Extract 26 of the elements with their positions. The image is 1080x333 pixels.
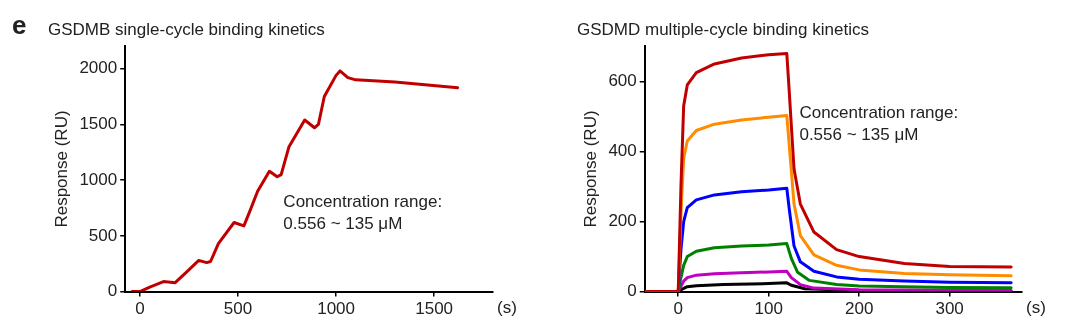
- y-tick-label: 400: [608, 141, 637, 161]
- annotation: Concentration range: 0.556 ~ 135 μM: [283, 191, 443, 233]
- y-tick-label: 200: [608, 211, 637, 231]
- x-tick-label: 100: [754, 299, 783, 319]
- y-axis-title: Response (RU): [51, 110, 71, 228]
- x-tick-label: 1500: [415, 299, 454, 319]
- x-axis-title: (s): [497, 297, 517, 317]
- y-tick-label: 1000: [79, 169, 118, 189]
- y-tick-label: 0: [627, 281, 637, 301]
- y-tick-label: 1500: [79, 114, 118, 134]
- annotation: Concentration range: 0.556 ~ 135 μM: [799, 103, 959, 145]
- text: e: [12, 10, 27, 41]
- x-tick-label: 300: [935, 299, 964, 319]
- x-tick-label: 500: [223, 299, 253, 319]
- x-tick-label: 1000: [317, 299, 355, 319]
- x-axis-title: (s): [1026, 297, 1046, 317]
- y-tick-label: 500: [88, 225, 118, 245]
- chart-title: GSDMD multiple-cycle binding kinetics: [577, 19, 869, 39]
- y-tick-label: 0: [107, 281, 118, 301]
- x-tick-label: 0: [135, 299, 145, 319]
- x-tick-label: 200: [844, 299, 874, 319]
- y-tick-label: 600: [608, 71, 637, 91]
- y-axis-title: Response (RU): [580, 110, 600, 228]
- chart-title: GSDMB single-cycle binding kinetics: [48, 19, 325, 39]
- x-tick-label: 0: [673, 299, 683, 319]
- y-tick-label: 2000: [79, 58, 118, 78]
